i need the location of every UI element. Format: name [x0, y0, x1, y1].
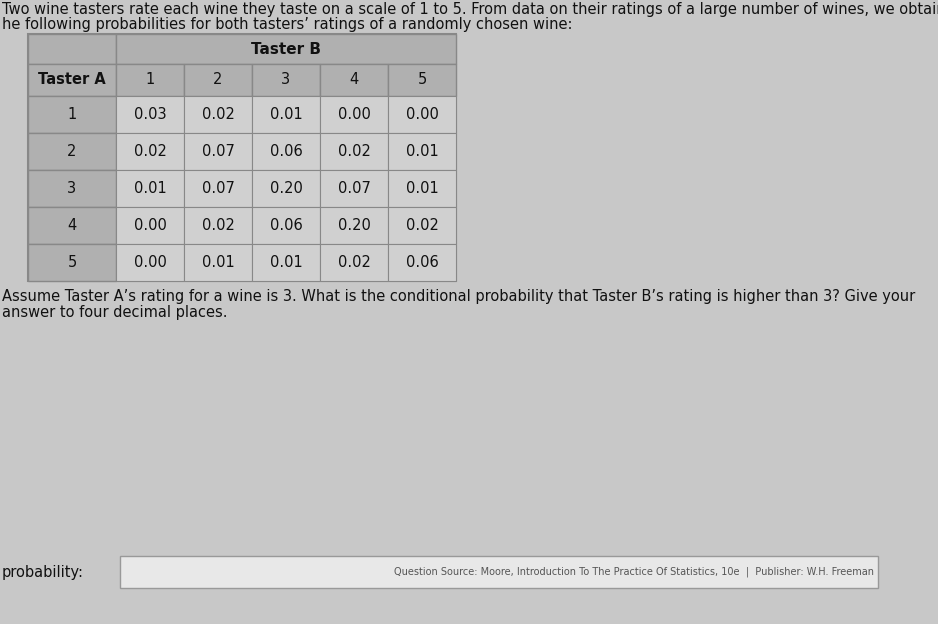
- Text: Two wine tasters rate each wine they taste on a scale of 1 to 5. From data on th: Two wine tasters rate each wine they tas…: [2, 2, 938, 17]
- Text: 0.01: 0.01: [405, 144, 438, 159]
- Bar: [252, 64, 320, 96]
- Bar: [28, 133, 116, 170]
- Text: 0.20: 0.20: [269, 181, 302, 196]
- Bar: [388, 64, 456, 96]
- Text: 3: 3: [68, 181, 77, 196]
- Bar: [320, 207, 388, 244]
- Text: 0.06: 0.06: [269, 144, 302, 159]
- Text: 2: 2: [213, 72, 222, 87]
- Text: 0.02: 0.02: [202, 107, 234, 122]
- Bar: [28, 34, 456, 281]
- Text: 0.20: 0.20: [338, 218, 371, 233]
- Bar: [120, 556, 878, 588]
- Text: 5: 5: [68, 255, 77, 270]
- Bar: [116, 34, 456, 64]
- Bar: [28, 207, 116, 244]
- Bar: [184, 207, 252, 244]
- Text: 0.00: 0.00: [133, 218, 166, 233]
- Bar: [116, 244, 184, 281]
- Bar: [28, 64, 116, 96]
- Text: 0.03: 0.03: [134, 107, 166, 122]
- Bar: [28, 244, 116, 281]
- Text: 0.02: 0.02: [133, 144, 166, 159]
- Bar: [252, 133, 320, 170]
- Text: Taster A: Taster A: [38, 72, 106, 87]
- Text: 0.02: 0.02: [202, 218, 234, 233]
- Text: 0.00: 0.00: [405, 107, 438, 122]
- Bar: [388, 96, 456, 133]
- Text: 0.01: 0.01: [269, 107, 302, 122]
- Bar: [28, 170, 116, 207]
- Bar: [388, 133, 456, 170]
- Text: 0.02: 0.02: [405, 218, 438, 233]
- Bar: [388, 207, 456, 244]
- Bar: [184, 64, 252, 96]
- Bar: [116, 207, 184, 244]
- Text: 1: 1: [145, 72, 155, 87]
- Bar: [320, 96, 388, 133]
- Bar: [252, 207, 320, 244]
- Text: 2: 2: [68, 144, 77, 159]
- Bar: [116, 64, 184, 96]
- Bar: [184, 244, 252, 281]
- Text: 5: 5: [417, 72, 427, 87]
- Bar: [320, 170, 388, 207]
- Bar: [388, 244, 456, 281]
- Bar: [28, 96, 116, 133]
- Text: 0.01: 0.01: [405, 181, 438, 196]
- Text: Assume Taster A’s rating for a wine is 3. What is the conditional probability th: Assume Taster A’s rating for a wine is 3…: [2, 289, 915, 304]
- Bar: [184, 133, 252, 170]
- Bar: [116, 96, 184, 133]
- Text: he following probabilities for both tasters’ ratings of a randomly chosen wine:: he following probabilities for both tast…: [2, 17, 572, 32]
- Text: 0.02: 0.02: [338, 144, 371, 159]
- Text: Taster B: Taster B: [251, 42, 321, 57]
- Text: answer to four decimal places.: answer to four decimal places.: [2, 305, 228, 320]
- Text: 0.07: 0.07: [202, 144, 234, 159]
- Text: 0.01: 0.01: [269, 255, 302, 270]
- Text: 3: 3: [281, 72, 291, 87]
- Bar: [116, 133, 184, 170]
- Bar: [320, 133, 388, 170]
- Bar: [252, 244, 320, 281]
- Text: 4: 4: [68, 218, 77, 233]
- Bar: [252, 96, 320, 133]
- Text: 4: 4: [349, 72, 358, 87]
- Text: 0.07: 0.07: [202, 181, 234, 196]
- Text: 0.01: 0.01: [133, 181, 166, 196]
- Text: 0.07: 0.07: [338, 181, 371, 196]
- Text: 0.00: 0.00: [338, 107, 371, 122]
- Text: 1: 1: [68, 107, 77, 122]
- Text: 0.00: 0.00: [133, 255, 166, 270]
- Bar: [184, 96, 252, 133]
- Bar: [388, 170, 456, 207]
- Bar: [28, 34, 116, 64]
- Text: probability:: probability:: [2, 565, 84, 580]
- Bar: [252, 170, 320, 207]
- Bar: [184, 170, 252, 207]
- Text: Question Source: Moore, Introduction To The Practice Of Statistics, 10e  |  Publ: Question Source: Moore, Introduction To …: [394, 567, 874, 577]
- Text: 0.01: 0.01: [202, 255, 234, 270]
- Bar: [116, 170, 184, 207]
- Text: 0.06: 0.06: [405, 255, 438, 270]
- Text: 0.06: 0.06: [269, 218, 302, 233]
- Bar: [320, 244, 388, 281]
- Bar: [320, 64, 388, 96]
- Text: 0.02: 0.02: [338, 255, 371, 270]
